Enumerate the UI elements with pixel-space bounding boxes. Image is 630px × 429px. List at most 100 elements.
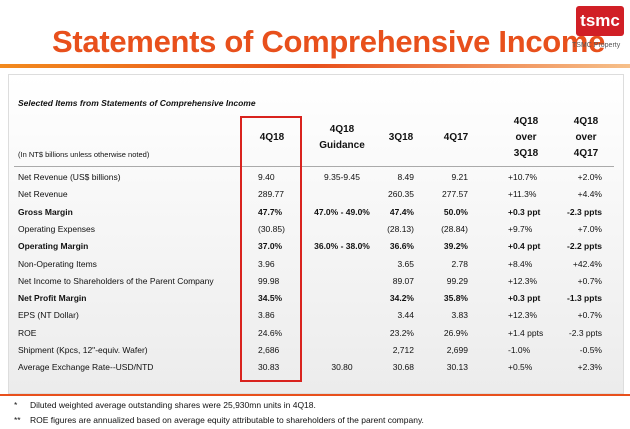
table-caption: Selected Items from Statements of Compre… — [18, 98, 256, 108]
cell: +9.7% — [508, 223, 533, 234]
cell: 26.9% — [443, 327, 468, 338]
cell: +1.4 ppts — [508, 327, 544, 338]
cell: 2.78 — [451, 258, 468, 269]
footnote-text: Diluted weighted average outstanding sha… — [30, 400, 316, 410]
cell: 30.80 — [331, 362, 353, 373]
highlight-box — [240, 116, 302, 382]
cell: +12.3% — [508, 310, 538, 321]
row-label: Shipment (Kpcs, 12"-equiv. Wafer) — [18, 345, 148, 355]
cell: 260.35 — [388, 189, 414, 200]
row-label: Net Revenue — [18, 189, 68, 200]
cell: +0.5% — [508, 362, 533, 373]
cell: 3.65 — [397, 258, 414, 269]
cell: +0.7% — [577, 275, 602, 286]
column-header: 4Q17 — [443, 132, 469, 143]
cell: 3.96 — [258, 258, 275, 269]
cell: -2.3 ppts — [567, 206, 602, 217]
row-label: Operating Margin — [18, 241, 89, 252]
cell: 99.29 — [446, 275, 468, 286]
cell: 30.68 — [392, 362, 414, 373]
cell: 2,686 — [258, 345, 280, 355]
row-label: Non-Operating Items — [18, 258, 97, 269]
cell: 34.2% — [389, 293, 414, 304]
cell: 30.83 — [258, 362, 280, 373]
cell: 277.57 — [442, 189, 468, 200]
cell: (28.84) — [441, 223, 468, 234]
cell: 50.0% — [443, 206, 468, 217]
column-header: 4Q17 — [573, 148, 599, 159]
cell: 2,712 — [392, 345, 414, 355]
logo: tsmc — [576, 6, 624, 36]
cell: 37.0% — [258, 241, 283, 252]
cell: 99.98 — [258, 275, 280, 286]
cell: 9.35-9.45 — [324, 172, 360, 182]
table-note: (In NT$ billions unless otherwise noted) — [18, 150, 150, 159]
cell: 39.2% — [443, 241, 468, 252]
row-label: Net Income to Shareholders of the Parent… — [18, 275, 214, 286]
footnote-text: ROE figures are annualized based on aver… — [30, 415, 424, 425]
row-label: Average Exchange Rate--USD/NTD — [18, 362, 154, 373]
cell: +11.3% — [508, 189, 537, 200]
footnote-marker: * — [14, 400, 18, 410]
cell: 9.40 — [258, 172, 275, 182]
cell: 3.86 — [258, 310, 275, 321]
footnote-marker: ** — [14, 415, 21, 425]
bottom-rule — [0, 394, 630, 396]
cell: 289.77 — [258, 189, 284, 200]
cell: +0.3 ppt — [508, 293, 541, 304]
column-header: 3Q18 — [513, 148, 539, 159]
cell: -1.3 ppts — [567, 293, 602, 304]
cell: +8.4% — [508, 258, 533, 269]
row-label: Net Profit Margin — [18, 293, 87, 304]
cell: 24.6% — [258, 327, 283, 338]
title: Statements of Comprehensive Income — [52, 24, 606, 59]
row-label: Net Revenue (US$ billions) — [18, 172, 121, 182]
cell: 9.21 — [451, 172, 468, 182]
cell: -0.5% — [579, 345, 602, 355]
cell: 34.5% — [258, 293, 283, 304]
cell: 47.7% — [258, 206, 283, 217]
cell: +4.4% — [577, 189, 602, 200]
column-header: 4Q18 — [513, 116, 539, 127]
cell: 23.2% — [389, 327, 414, 338]
cell: +42.4% — [572, 258, 602, 269]
cell: 2,699 — [446, 345, 468, 355]
cell: -1.0% — [508, 345, 531, 355]
cell: +2.3% — [577, 362, 602, 373]
cell: 3.44 — [397, 310, 414, 321]
cell: 47.0% - 49.0% — [314, 206, 370, 217]
column-header: 3Q18 — [388, 132, 414, 143]
cell: 36.0% - 38.0% — [314, 241, 370, 252]
cell: 89.07 — [392, 275, 414, 286]
row-label: EPS (NT Dollar) — [18, 310, 79, 321]
cell: (28.13) — [387, 223, 414, 234]
row-label: ROE — [18, 327, 37, 338]
table-panel — [8, 74, 624, 394]
cell: 30.13 — [446, 362, 468, 373]
cell: +0.3 ppt — [508, 206, 541, 217]
cell: +0.7% — [577, 310, 602, 321]
column-header: 4Q18 — [259, 132, 285, 143]
cell: +2.0% — [577, 172, 602, 182]
cell: 35.8% — [443, 293, 468, 304]
title-bar — [0, 64, 630, 68]
cell: +0.4 ppt — [508, 241, 541, 252]
row-label: Operating Expenses — [18, 223, 96, 234]
column-header: over — [515, 132, 537, 143]
cell: -2.2 ppts — [567, 241, 602, 252]
column-header: 4Q18 — [329, 124, 355, 135]
cell: 3.83 — [451, 310, 468, 321]
cell: 47.4% — [389, 206, 414, 217]
cell: 8.49 — [397, 172, 414, 182]
cell: -2.3 ppts — [568, 327, 602, 338]
cell: +7.0% — [577, 223, 602, 234]
cell: +10.7% — [508, 172, 538, 182]
cell: 36.6% — [389, 241, 414, 252]
column-header: Guidance — [319, 140, 365, 151]
column-header: 4Q18 — [573, 116, 599, 127]
header-rule — [14, 166, 614, 167]
logo-caption: TSMC Property — [572, 42, 621, 49]
cell: (30.85) — [258, 223, 285, 234]
cell: +12.3% — [508, 275, 538, 286]
